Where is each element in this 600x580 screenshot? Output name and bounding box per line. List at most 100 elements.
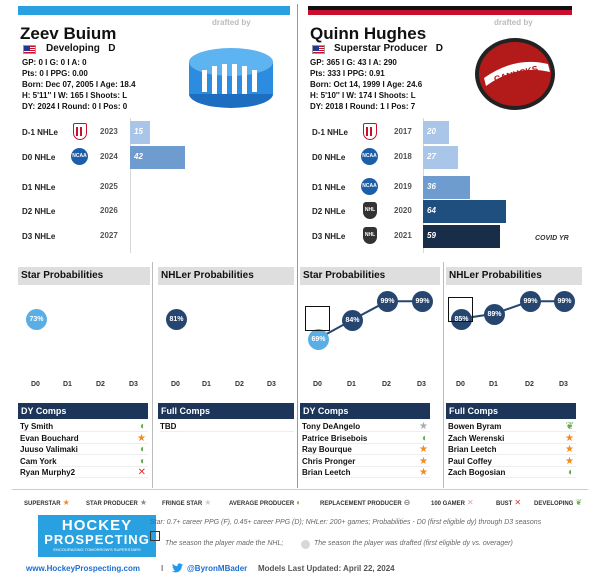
- dot-legend-icon: [301, 540, 310, 549]
- star-icon: ★: [419, 444, 428, 455]
- comp-row[interactable]: Chris Pronger ★: [302, 456, 430, 467]
- dot-note: The season the player was drafted (first…: [314, 540, 513, 547]
- right-header-stripe: [308, 6, 572, 15]
- comp-player-name: Ray Bourque: [302, 445, 352, 454]
- comp-row[interactable]: Patrice Brisebois ◐: [302, 433, 430, 444]
- comp-player-name: Ty Smith: [20, 422, 54, 431]
- d-axis-label: D0: [31, 381, 40, 388]
- ncaa-logo-icon: NCAA: [361, 178, 378, 195]
- probability-point[interactable]: 69%: [308, 328, 329, 350]
- undrafted-team-logo-icon: [189, 48, 273, 108]
- season-level-label: D0 NHLe: [312, 153, 346, 162]
- half-circle-icon: ◐: [296, 498, 302, 507]
- d-axis-label: D0: [456, 381, 465, 388]
- comp-row[interactable]: Cam York ◐: [20, 456, 148, 467]
- nhle-bar-value: 42: [134, 152, 143, 161]
- comp-row[interactable]: Brian Leetch ★: [302, 467, 430, 478]
- nhle-bar-value: 36: [427, 182, 436, 191]
- star-icon: ★: [419, 467, 428, 478]
- center-divider: [297, 4, 298, 488]
- half-circle-icon: ◐: [139, 444, 146, 455]
- comp-player-name: Chris Pronger: [302, 456, 356, 466]
- comp-row[interactable]: Brian Leetch ★: [448, 444, 576, 455]
- leaf-icon: ❦: [565, 421, 574, 432]
- comp-row[interactable]: Ty Smith ◐: [20, 421, 148, 432]
- legend-item: STAR PRODUCER ★: [86, 498, 147, 507]
- nhle-bar-value: 27: [427, 152, 436, 161]
- season-level-label: D2 NHLe: [312, 207, 346, 216]
- season-year: 2017: [394, 127, 412, 136]
- legend-label: REPLACEMENT PRODUCER: [320, 501, 402, 507]
- comp-player-name: Juuso Valimaki: [20, 445, 78, 454]
- twitter-handle[interactable]: @ByronMBader: [187, 564, 248, 573]
- star-icon: ★: [137, 432, 146, 444]
- comp-row[interactable]: Paul Coffey ★: [448, 456, 576, 467]
- comp-row[interactable]: Ryan Murphy2 ✕: [20, 467, 148, 478]
- d-axis-label: D3: [417, 381, 426, 388]
- comp-player-name: Ryan Murphy2: [20, 468, 76, 477]
- season-level-label: D3 NHLe: [312, 232, 346, 241]
- footer-separator: I: [161, 564, 164, 573]
- covid-year-note: COVID YR: [535, 235, 569, 242]
- hockey-prospecting-logo[interactable]: HOCKEY PROSPECTING ENCOURAGING TOMORROW'…: [38, 515, 156, 557]
- comp-row[interactable]: Ray Bourque ★: [302, 444, 430, 455]
- comp-row[interactable]: Bowen Byram ❦: [448, 421, 576, 432]
- comp-player-name: Cam York: [20, 456, 57, 466]
- season-level-label: D-1 NHLe: [312, 128, 349, 137]
- player-1-gp-line: GP: 0 I G: 0 I A: 0: [22, 58, 87, 67]
- player-2-position: D: [435, 43, 443, 54]
- comp-player-name: Brian Leetch: [302, 468, 351, 477]
- half-circle-icon: ◐: [567, 467, 574, 478]
- brand-tagline: ENCOURAGING TOMORROW'S SUPERSTARS: [53, 547, 141, 552]
- nhl-debut-box: [305, 306, 330, 331]
- legend-label: STAR PRODUCER: [86, 501, 138, 507]
- website-link[interactable]: www.HockeyProspecting.com: [26, 564, 140, 573]
- player-1-born-line: Born: Dec 07, 2005 I Age: 18.4: [22, 80, 136, 89]
- comp-row[interactable]: Zach Werenski ★: [448, 433, 576, 444]
- d-axis-label: D3: [559, 381, 568, 388]
- left-star-prob-header: Star Probabilities: [18, 267, 150, 285]
- probability-point[interactable]: 81%: [166, 309, 187, 330]
- comp-player-name: Paul Coffey: [448, 456, 493, 466]
- probability-point[interactable]: 99%: [377, 291, 398, 313]
- probability-point[interactable]: 99%: [554, 291, 575, 313]
- probability-point[interactable]: 99%: [412, 291, 433, 313]
- player-1-position: D: [108, 43, 116, 54]
- comp-row[interactable]: TBD: [160, 421, 294, 432]
- nhle-bar: 20: [423, 121, 449, 144]
- probability-point[interactable]: 85%: [451, 308, 472, 330]
- d-axis-label: D2: [382, 381, 391, 388]
- season-level-label: D-1 NHLe: [22, 128, 59, 137]
- season-year: 2019: [394, 182, 412, 191]
- comp-row[interactable]: Juuso Valimaki ◐: [20, 444, 148, 455]
- probability-point[interactable]: 89%: [484, 303, 505, 325]
- comp-player-name: Brian Leetch: [448, 445, 497, 454]
- probability-point[interactable]: 99%: [520, 291, 541, 313]
- legend-label: AVERAGE PRODUCER: [229, 501, 295, 507]
- probability-point[interactable]: 84%: [342, 310, 363, 331]
- ncaa-logo-icon: NCAA: [71, 148, 88, 165]
- player-2-size-line: H: 5'10'' I W: 174 I Shoots: L: [310, 91, 416, 100]
- models-updated: Models Last Updated: April 22, 2024: [258, 564, 395, 573]
- left-prob-divider: [152, 262, 153, 488]
- player-2-name: Quinn Hughes: [310, 24, 427, 43]
- comp-row[interactable]: Tony DeAngelo ★: [302, 421, 430, 432]
- legend-item: DEVELOPING ❦: [534, 498, 582, 507]
- d-axis-label: D2: [96, 381, 105, 388]
- comp-row[interactable]: Zach Bogosian ◐: [448, 467, 576, 478]
- nhle-bar: 42: [130, 146, 185, 169]
- nhle-bar: 15: [130, 121, 150, 144]
- canucks-logo-icon: CANUCKS: [475, 38, 555, 110]
- player-2-status: Superstar Producer D: [334, 43, 443, 54]
- box-note: The season the player made the NHL;: [165, 540, 284, 547]
- player-2-born-line: Born: Oct 14, 1999 I Age: 24.6: [310, 80, 423, 89]
- probability-point[interactable]: 73%: [26, 309, 47, 330]
- comp-player-name: Tony DeAngelo: [302, 422, 361, 431]
- comp-row[interactable]: Evan Bouchard ★: [20, 433, 148, 444]
- d-axis-label: D1: [489, 381, 498, 388]
- nhle-bar-value: 59: [427, 231, 436, 240]
- player-1-status: Developing D: [46, 43, 115, 54]
- player-1-size-line: H: 5'11'' I W: 165 I Shoots: L: [22, 91, 128, 100]
- nhl-logo-icon: NHL: [363, 202, 377, 219]
- season-year: 2026: [100, 206, 118, 215]
